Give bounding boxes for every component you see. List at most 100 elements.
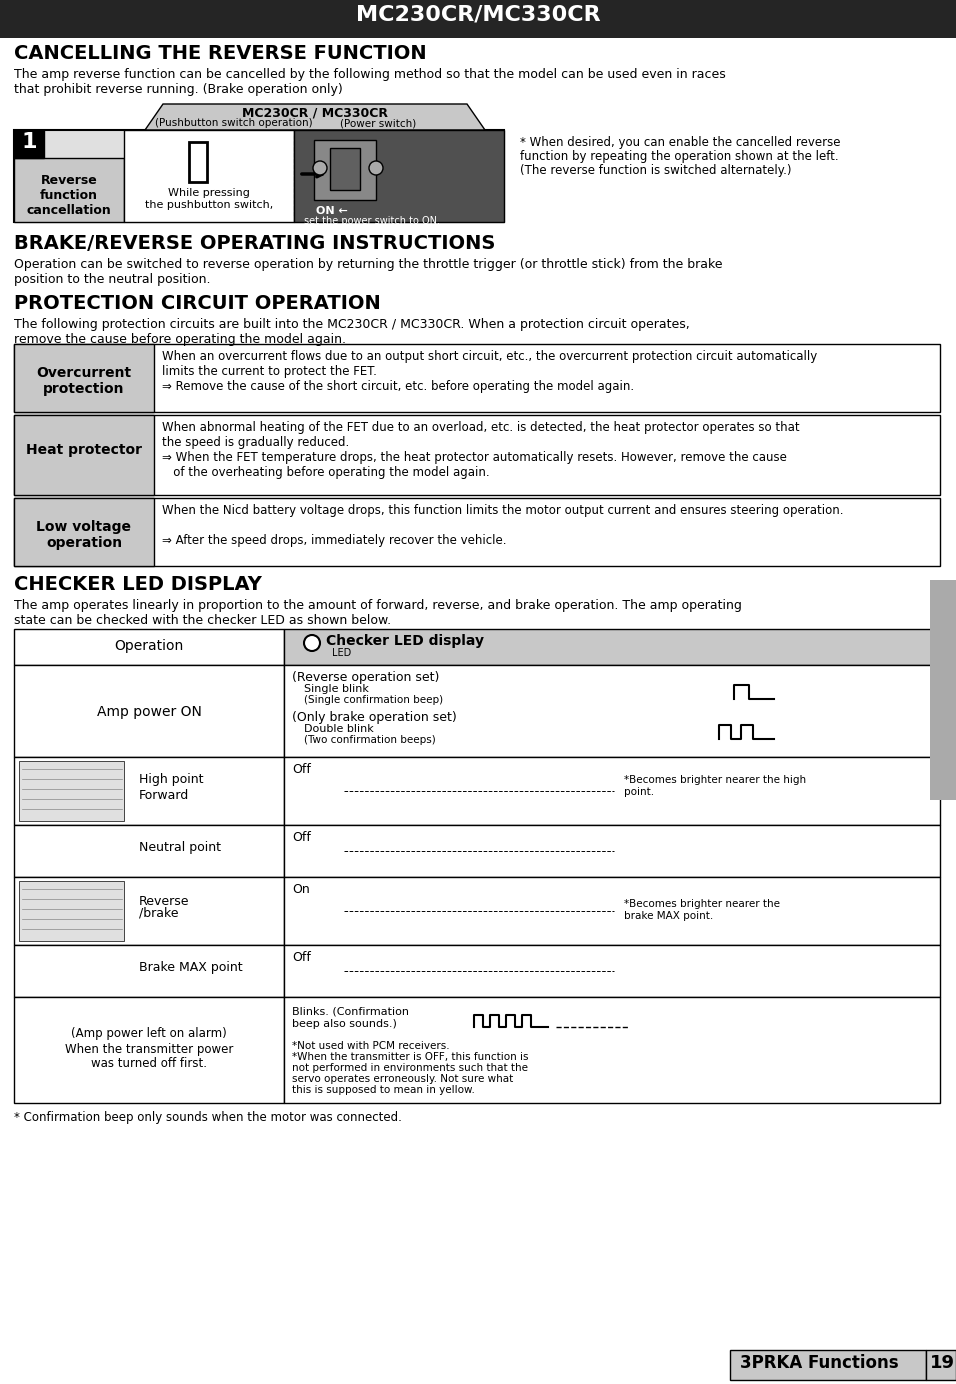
Text: (Only brake operation set): (Only brake operation set) bbox=[292, 711, 457, 724]
Bar bbox=[14, 664, 284, 757]
Text: Overcurrent
protection: Overcurrent protection bbox=[36, 365, 132, 396]
Bar bbox=[284, 628, 940, 664]
Text: Double blink: Double blink bbox=[304, 724, 374, 734]
Bar bbox=[19, 882, 124, 941]
Bar bbox=[14, 415, 940, 495]
Text: Single blink: Single blink bbox=[304, 684, 369, 693]
Bar bbox=[14, 345, 154, 412]
Bar bbox=[14, 130, 504, 221]
Text: Off: Off bbox=[292, 763, 311, 776]
Bar bbox=[926, 1349, 956, 1380]
Text: Brake MAX point: Brake MAX point bbox=[139, 960, 243, 974]
Text: 1: 1 bbox=[21, 131, 36, 152]
Text: ON ←: ON ← bbox=[316, 206, 348, 216]
Text: *Becomes brighter nearer the high
point.: *Becomes brighter nearer the high point. bbox=[624, 775, 806, 797]
Text: LED: LED bbox=[332, 648, 351, 657]
Text: Operation: Operation bbox=[115, 639, 184, 653]
Text: ⇒ After the speed drops, immediately recover the vehicle.: ⇒ After the speed drops, immediately rec… bbox=[162, 534, 507, 547]
Text: beep also sounds.): beep also sounds.) bbox=[292, 1019, 397, 1028]
Bar bbox=[14, 345, 940, 412]
Text: Reverse: Reverse bbox=[139, 895, 189, 908]
Text: the speed is gradually reduced.: the speed is gradually reduced. bbox=[162, 436, 349, 448]
Text: Off: Off bbox=[292, 830, 311, 844]
Text: this is supposed to mean in yellow.: this is supposed to mean in yellow. bbox=[292, 1085, 475, 1095]
Text: limits the current to protect the FET.: limits the current to protect the FET. bbox=[162, 365, 377, 378]
Text: /brake: /brake bbox=[139, 907, 179, 920]
Bar bbox=[14, 945, 284, 996]
Text: Amp power ON: Amp power ON bbox=[97, 704, 202, 720]
Text: When the transmitter power: When the transmitter power bbox=[65, 1044, 233, 1056]
Text: The following protection circuits are built into the MC230CR / MC330CR. When a p: The following protection circuits are bu… bbox=[14, 318, 689, 346]
Text: When the Nicd battery voltage drops, this function limits the motor output curre: When the Nicd battery voltage drops, thi… bbox=[162, 504, 843, 518]
Text: was turned off first.: was turned off first. bbox=[91, 1057, 207, 1070]
Bar bbox=[189, 143, 207, 183]
Bar bbox=[14, 628, 284, 664]
Text: of the overheating before operating the model again.: of the overheating before operating the … bbox=[162, 466, 489, 479]
Polygon shape bbox=[145, 104, 485, 130]
Text: not performed in environments such that the: not performed in environments such that … bbox=[292, 1063, 528, 1073]
Circle shape bbox=[313, 161, 327, 174]
Text: When abnormal heating of the FET due to an overload, etc. is detected, the heat : When abnormal heating of the FET due to … bbox=[162, 421, 799, 435]
Bar bbox=[14, 130, 44, 158]
Text: ⇒ Remove the cause of the short circuit, etc. before operating the model again.: ⇒ Remove the cause of the short circuit,… bbox=[162, 381, 634, 393]
Circle shape bbox=[369, 161, 383, 174]
Text: (The reverse function is switched alternately.): (The reverse function is switched altern… bbox=[520, 163, 792, 177]
Bar bbox=[314, 140, 376, 201]
Text: The amp reverse function can be cancelled by the following method so that the mo: The amp reverse function can be cancelle… bbox=[14, 68, 726, 95]
Text: Blinks. (Confirmation: Blinks. (Confirmation bbox=[292, 1008, 409, 1017]
Bar bbox=[284, 996, 940, 1103]
Text: (Power switch): (Power switch) bbox=[340, 118, 416, 127]
Bar bbox=[14, 825, 284, 877]
Text: *Not used with PCM receivers.: *Not used with PCM receivers. bbox=[292, 1041, 449, 1050]
Text: Low voltage
operation: Low voltage operation bbox=[36, 520, 132, 551]
Text: 3PRKA Functions: 3PRKA Functions bbox=[740, 1354, 899, 1372]
Bar bbox=[284, 945, 940, 996]
Bar bbox=[284, 825, 940, 877]
Text: High point: High point bbox=[139, 774, 204, 786]
Bar bbox=[284, 877, 940, 945]
Bar bbox=[0, 0, 956, 37]
Text: (Amp power left on alarm): (Amp power left on alarm) bbox=[71, 1027, 227, 1039]
Bar bbox=[19, 761, 124, 821]
Text: set the power switch to ON.: set the power switch to ON. bbox=[304, 216, 440, 226]
Text: CHECKER LED DISPLAY: CHECKER LED DISPLAY bbox=[14, 574, 262, 594]
Text: (Two confirmation beeps): (Two confirmation beeps) bbox=[304, 735, 436, 745]
Text: (Single confirmation beep): (Single confirmation beep) bbox=[304, 695, 444, 704]
Text: servo operates erroneously. Not sure what: servo operates erroneously. Not sure wha… bbox=[292, 1074, 513, 1084]
Text: function by repeating the operation shown at the left.: function by repeating the operation show… bbox=[520, 149, 838, 163]
Text: Reverse
function
cancellation: Reverse function cancellation bbox=[27, 174, 112, 217]
Circle shape bbox=[304, 635, 320, 650]
Bar bbox=[124, 130, 294, 221]
Text: Neutral point: Neutral point bbox=[139, 841, 221, 854]
Text: * When desired, you can enable the cancelled reverse: * When desired, you can enable the cance… bbox=[520, 136, 840, 149]
Bar bbox=[14, 757, 284, 825]
Text: ⇒ When the FET temperature drops, the heat protector automatically resets. Howev: ⇒ When the FET temperature drops, the he… bbox=[162, 451, 787, 464]
Bar bbox=[14, 498, 940, 566]
Text: CANCELLING THE REVERSE FUNCTION: CANCELLING THE REVERSE FUNCTION bbox=[14, 44, 426, 64]
Text: the pushbutton switch,: the pushbutton switch, bbox=[145, 201, 273, 210]
Text: Checker LED display: Checker LED display bbox=[326, 634, 484, 648]
Text: BRAKE/REVERSE OPERATING INSTRUCTIONS: BRAKE/REVERSE OPERATING INSTRUCTIONS bbox=[14, 234, 495, 253]
Bar bbox=[294, 130, 504, 221]
Text: *Becomes brighter nearer the
brake MAX point.: *Becomes brighter nearer the brake MAX p… bbox=[624, 900, 780, 920]
Text: While pressing: While pressing bbox=[168, 188, 250, 198]
Bar bbox=[284, 664, 940, 757]
Bar bbox=[14, 415, 154, 495]
Bar bbox=[330, 148, 360, 190]
Text: On: On bbox=[292, 883, 310, 895]
Bar bbox=[14, 996, 284, 1103]
Bar bbox=[284, 757, 940, 825]
Text: 19: 19 bbox=[930, 1354, 955, 1372]
Text: Heat protector: Heat protector bbox=[26, 443, 142, 457]
Bar bbox=[14, 877, 284, 945]
Text: *When the transmitter is OFF, this function is: *When the transmitter is OFF, this funct… bbox=[292, 1052, 529, 1062]
Bar bbox=[730, 1349, 926, 1380]
Text: MC230CR/MC330CR: MC230CR/MC330CR bbox=[356, 4, 600, 24]
Text: When an overcurrent flows due to an output short circuit, etc., the overcurrent : When an overcurrent flows due to an outp… bbox=[162, 350, 817, 363]
Text: Off: Off bbox=[292, 951, 311, 965]
Text: * Confirmation beep only sounds when the motor was connected.: * Confirmation beep only sounds when the… bbox=[14, 1111, 402, 1124]
Bar bbox=[930, 580, 956, 800]
Text: MC230CR / MC330CR: MC230CR / MC330CR bbox=[242, 107, 388, 119]
Bar bbox=[14, 158, 124, 221]
Text: The amp operates linearly in proportion to the amount of forward, reverse, and b: The amp operates linearly in proportion … bbox=[14, 599, 742, 627]
